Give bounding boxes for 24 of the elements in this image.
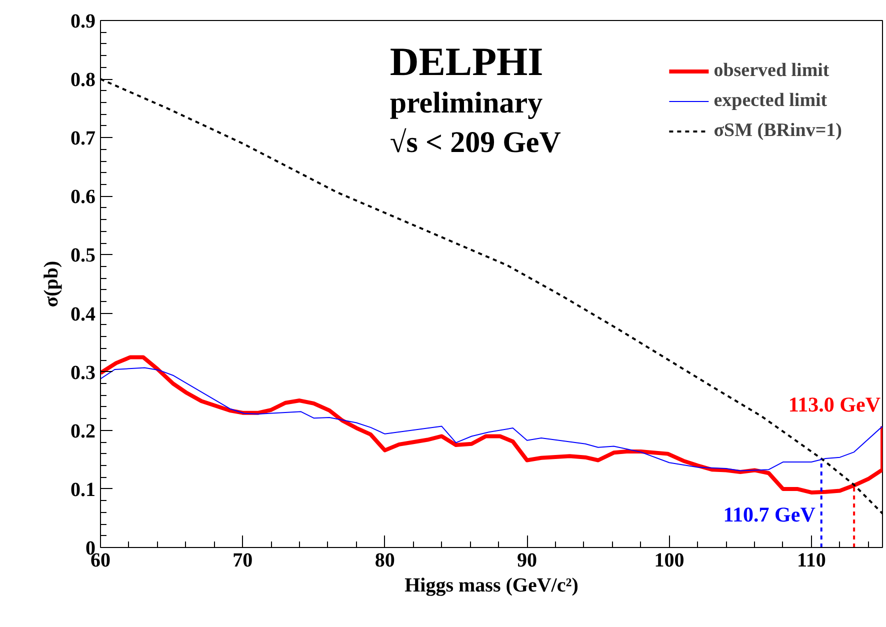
legend-label: observed limit (714, 60, 830, 82)
x-tick-label: 90 (517, 550, 538, 572)
legend-label: σSM (BRinv=1) (714, 120, 842, 142)
annotation: √s < 209 GeV (390, 126, 562, 159)
x-tick-label: 100 (654, 550, 684, 572)
y-axis-title: σ(pb) (40, 260, 62, 308)
y-tick-label: 0.8 (70, 69, 96, 92)
legend-label: expected limit (714, 90, 828, 112)
y-tick-label: 0.3 (70, 362, 96, 384)
x-tick-label: 80 (374, 550, 395, 572)
x-tick-label: 110 (796, 550, 826, 572)
text: DELPHI (390, 38, 544, 84)
y-tick-label: 0.7 (70, 128, 96, 150)
ref-line-label: 113.0 GeV (788, 392, 881, 416)
y-tick-label: 0.9 (70, 10, 96, 32)
x-axis-title: Higgs mass (GeV/c²) (404, 574, 578, 596)
text: preliminary (390, 86, 543, 120)
y-tick-label: 0.1 (70, 478, 96, 501)
y-tick-label: 0.4 (70, 303, 96, 326)
x-tick-label: 70 (232, 550, 253, 572)
y-tick-label: 0.6 (70, 186, 96, 208)
y-tick-label: 0.2 (70, 420, 96, 442)
ref-line-label: 110.7 GeV (723, 502, 816, 526)
y-tick-label: 0.5 (70, 244, 96, 267)
